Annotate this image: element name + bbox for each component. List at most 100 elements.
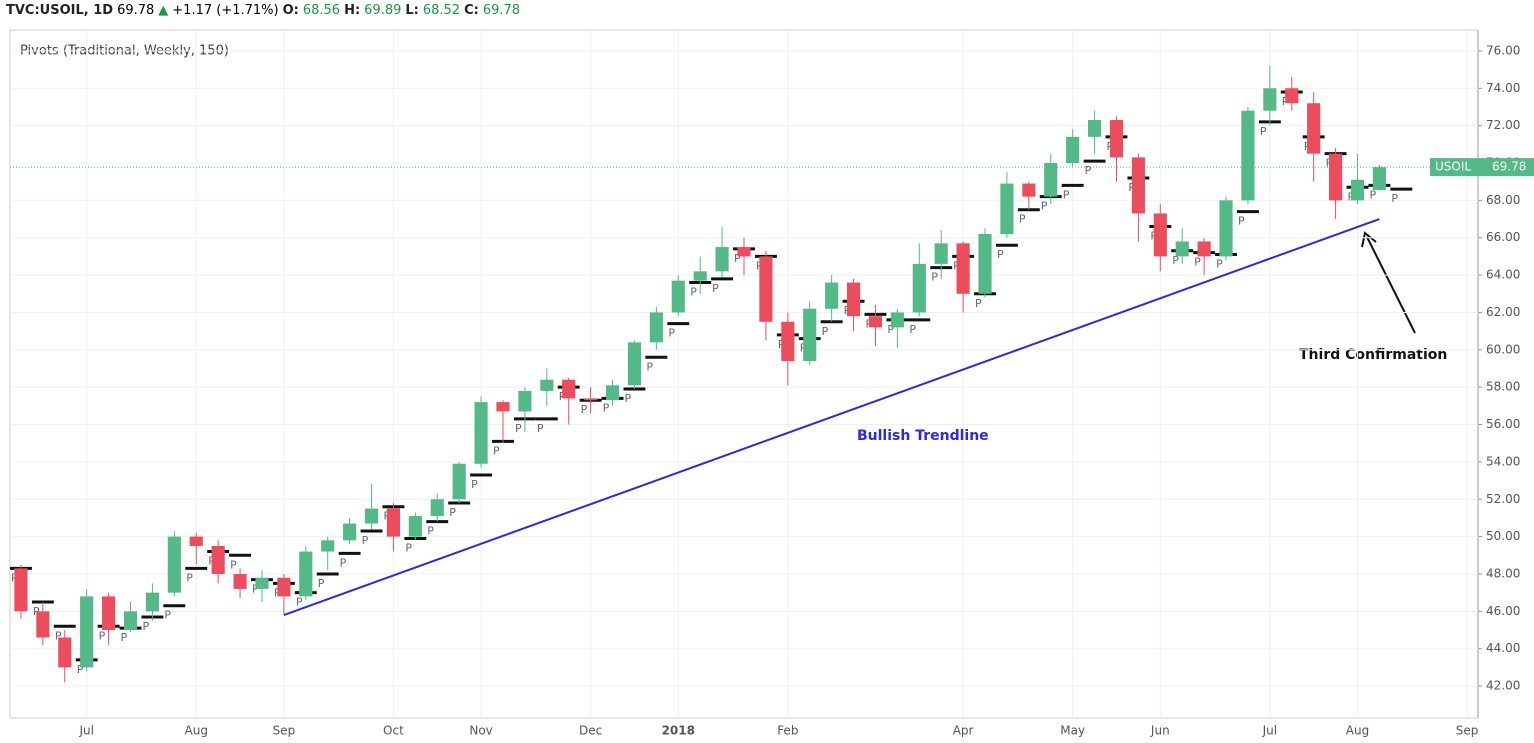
y-tick-label: 60.00 bbox=[1486, 342, 1520, 356]
x-tick-label: Apr bbox=[953, 724, 974, 738]
o: 68.56 bbox=[302, 3, 341, 18]
y-tick-label: 46.00 bbox=[1486, 604, 1520, 618]
symbol-label: USOIL bbox=[1435, 160, 1471, 174]
pivot-marker: P bbox=[712, 282, 719, 295]
pivot-marker: P bbox=[55, 629, 62, 642]
pivot-marker: P bbox=[690, 286, 697, 299]
pivot-marker: P bbox=[646, 360, 653, 373]
x-tick-label: Jul bbox=[1262, 724, 1277, 738]
candle-body bbox=[846, 282, 861, 317]
pivot-marker: P bbox=[997, 248, 1004, 261]
candle-body bbox=[299, 551, 313, 597]
x-tick-label: Sep bbox=[1456, 724, 1479, 738]
pivot-marker: P bbox=[1194, 256, 1201, 269]
pivot-marker: P bbox=[99, 629, 106, 642]
x-tick-label: Jun bbox=[1150, 724, 1170, 738]
candle-body bbox=[890, 312, 904, 328]
pivot-marker: P bbox=[493, 444, 500, 457]
candle-body bbox=[693, 271, 707, 281]
pivot-marker: P bbox=[230, 558, 237, 571]
candle-body bbox=[277, 577, 291, 597]
y-tick-label: 48.00 bbox=[1486, 566, 1520, 580]
candle-body bbox=[562, 379, 576, 399]
pivot-marker: P bbox=[1063, 188, 1070, 201]
pivot-marker: P bbox=[1216, 258, 1223, 271]
y-tick-label: 76.00 bbox=[1486, 43, 1520, 57]
candle-body bbox=[1109, 120, 1124, 158]
candle-body bbox=[627, 342, 642, 386]
pivot-marker: P bbox=[909, 323, 916, 336]
pivot-marker: P bbox=[471, 478, 478, 491]
candle-body bbox=[36, 611, 50, 638]
candle-body bbox=[102, 596, 116, 631]
pivot-marker: P bbox=[142, 620, 149, 633]
symbol: TVC:USOIL, 1D bbox=[6, 3, 114, 18]
pivot-marker: P bbox=[537, 422, 544, 435]
pivot-marker: P bbox=[1369, 188, 1376, 201]
pivot-marker: P bbox=[405, 541, 412, 554]
last-price-label: 69.78 bbox=[1492, 160, 1526, 174]
h: 69.89 bbox=[364, 3, 402, 18]
x-tick-label: 2018 bbox=[662, 724, 695, 738]
annotation-arrow bbox=[1366, 236, 1416, 334]
x-tick-label: Nov bbox=[469, 724, 492, 738]
candle-body bbox=[1066, 136, 1080, 164]
candle-body bbox=[1307, 103, 1321, 154]
candle-body bbox=[781, 321, 795, 362]
pivot-marker: P bbox=[77, 663, 84, 676]
candle-body bbox=[649, 312, 663, 343]
x-tick-label: Feb bbox=[777, 724, 798, 738]
candle-body bbox=[343, 523, 357, 541]
pivot-marker: P bbox=[668, 327, 675, 340]
pivot-marker: P bbox=[515, 422, 522, 435]
pivot-marker: P bbox=[1172, 254, 1179, 267]
pivot-marker: P bbox=[296, 596, 303, 609]
o-label: O: bbox=[282, 3, 299, 18]
y-tick-label: 44.00 bbox=[1486, 641, 1520, 655]
pivot-marker: P bbox=[624, 392, 631, 405]
pivot-marker: P bbox=[975, 297, 982, 310]
candle-body bbox=[14, 568, 28, 612]
candle-body bbox=[1022, 183, 1036, 197]
annotation: Third Confirmation bbox=[1299, 347, 1447, 363]
candle-body bbox=[145, 592, 159, 612]
pivot-marker: P bbox=[734, 252, 741, 265]
candle-body bbox=[1219, 200, 1233, 257]
candle-body bbox=[715, 247, 729, 272]
candle-body bbox=[189, 536, 203, 546]
pivot-marker: P bbox=[449, 506, 456, 519]
y-tick-label: 74.00 bbox=[1486, 81, 1520, 95]
y-tick-label: 66.00 bbox=[1486, 230, 1520, 244]
trendline-label: Bullish Trendline bbox=[857, 428, 989, 444]
last-price-box bbox=[1430, 158, 1534, 177]
candle-body bbox=[759, 256, 773, 322]
candle-body bbox=[1350, 179, 1365, 201]
pivot-marker: P bbox=[164, 609, 171, 622]
l-label: L: bbox=[405, 3, 419, 18]
candle-body bbox=[1372, 167, 1386, 190]
pivot-marker: P bbox=[340, 556, 347, 569]
candle-body bbox=[233, 573, 247, 589]
y-tick-label: 58.00 bbox=[1486, 380, 1520, 394]
trendline bbox=[283, 218, 1380, 617]
candle-body bbox=[584, 398, 598, 401]
pivot-marker: P bbox=[603, 401, 610, 414]
pivot-marker: P bbox=[822, 325, 829, 338]
pivot-marker: P bbox=[427, 525, 434, 538]
candle-body bbox=[671, 280, 685, 313]
candle-body bbox=[255, 577, 269, 589]
change-arrow: ▲ bbox=[158, 3, 169, 18]
candle-body bbox=[1000, 183, 1014, 234]
candle-body bbox=[605, 385, 620, 401]
plot-frame bbox=[9, 29, 1479, 719]
candle-body bbox=[430, 499, 444, 517]
x-tick-label: Jul bbox=[78, 724, 93, 738]
candle-body bbox=[1153, 213, 1167, 257]
candle-body bbox=[364, 508, 379, 524]
x-tick-label: Sep bbox=[273, 724, 296, 738]
y-tick-label: 68.00 bbox=[1486, 193, 1520, 207]
x-tick-label: Aug bbox=[1346, 724, 1369, 738]
candle-body bbox=[1197, 241, 1211, 257]
candle-body bbox=[1285, 88, 1299, 104]
